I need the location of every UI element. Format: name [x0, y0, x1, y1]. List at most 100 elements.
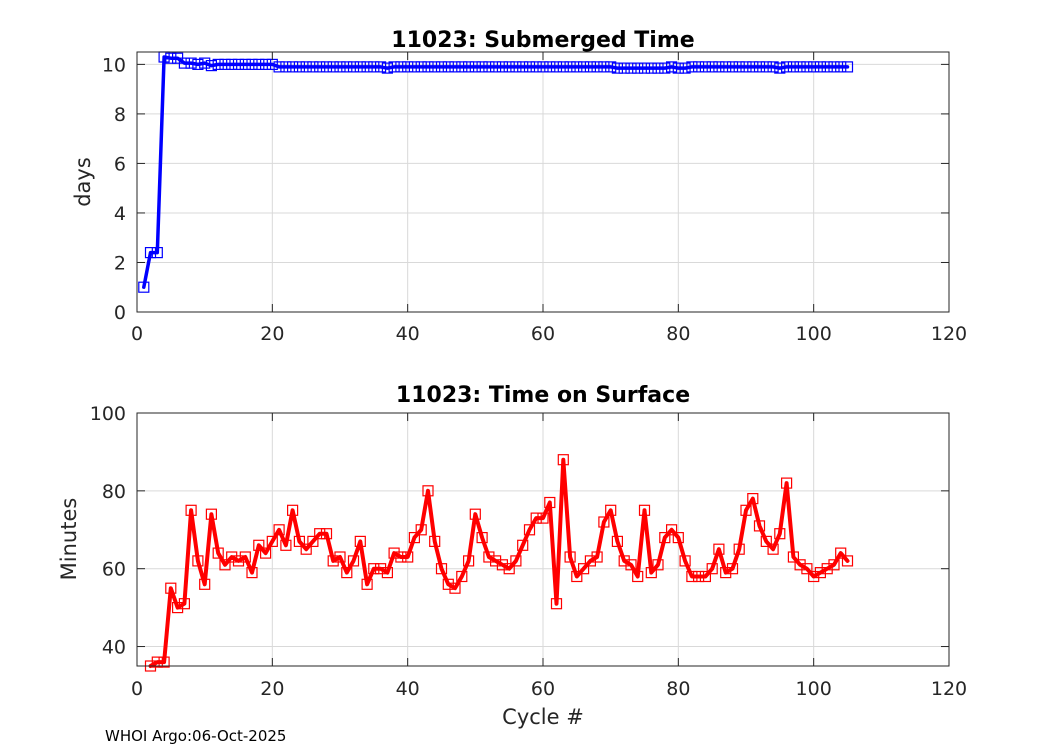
data-point [388, 61, 400, 73]
data-point [327, 555, 339, 567]
data-point [246, 566, 258, 579]
data-point [232, 555, 245, 567]
data-point [381, 566, 393, 579]
data-point [293, 61, 305, 73]
data-point [523, 524, 536, 536]
x-tick-label: 0 [131, 678, 143, 700]
data-point [517, 61, 529, 73]
data-point [706, 563, 718, 575]
data-point [686, 61, 698, 73]
data-point [733, 61, 745, 73]
data-point [212, 58, 224, 71]
data-point [232, 58, 245, 71]
data-point [787, 61, 800, 73]
x-tick-label: 100 [796, 323, 832, 345]
y-tick-label: 60 [102, 559, 126, 581]
data-point [598, 516, 610, 528]
data-point [584, 555, 597, 567]
data-point [605, 61, 617, 73]
data-point [550, 598, 563, 610]
y-axis-label: days [71, 157, 95, 207]
data-point [638, 62, 651, 74]
data-point [449, 582, 461, 594]
data-point [476, 531, 488, 544]
data-point [794, 559, 806, 571]
data-point [821, 61, 833, 73]
data-point [368, 61, 380, 73]
data-point [219, 559, 231, 571]
x-tick-label: 20 [260, 678, 284, 700]
data-point [199, 57, 211, 69]
data-point [605, 504, 617, 516]
data-point [205, 59, 217, 72]
data-point [706, 61, 718, 73]
data-point [320, 61, 333, 73]
data-point [449, 61, 461, 73]
data-point [814, 61, 827, 73]
data-point [537, 512, 549, 524]
data-point [361, 578, 373, 590]
data-point [368, 563, 380, 575]
data-point [780, 477, 793, 489]
data-point [611, 535, 624, 548]
x-tick-label: 40 [396, 678, 420, 700]
data-point [172, 601, 184, 614]
data-point [205, 508, 217, 520]
data-point [747, 61, 759, 73]
data-point [841, 61, 854, 73]
data-point [713, 61, 725, 73]
data-point [828, 559, 840, 571]
data-point [314, 61, 326, 73]
data-point [753, 61, 766, 73]
data-point [226, 58, 238, 71]
data-point [347, 61, 360, 73]
data-point [564, 551, 576, 563]
data-point [787, 551, 800, 563]
y-axis-label: Minutes [57, 498, 81, 581]
data-point [591, 551, 603, 563]
data-point [456, 61, 468, 73]
data-point [185, 57, 197, 69]
time-on-surface-chart: 0 20 40 60 80 100 120 40 60 80 100 11023: Time on S… [57, 383, 967, 729]
y-tick-label: 8 [114, 104, 126, 126]
data-point [699, 61, 712, 73]
data-point [510, 61, 522, 73]
data-point [726, 563, 739, 575]
y-tick-label: 10 [102, 54, 126, 76]
data-point [354, 61, 366, 73]
x-tick-label: 60 [531, 323, 555, 345]
y-tick-label: 80 [102, 481, 126, 503]
data-point [625, 559, 637, 571]
data-point [577, 61, 590, 73]
data-point [835, 61, 847, 73]
data-point [469, 61, 481, 73]
data-point [483, 551, 495, 563]
data-point [442, 61, 454, 73]
data-point [165, 582, 177, 594]
data-point [402, 61, 414, 73]
data-point [490, 555, 502, 567]
data-point [402, 551, 414, 563]
data-point [598, 61, 610, 73]
data-point [808, 570, 820, 583]
x-tick-label: 80 [666, 678, 690, 700]
x-tick-label: 60 [531, 678, 555, 700]
y-tick-label: 40 [102, 637, 126, 659]
data-point [618, 62, 630, 74]
data-point [767, 61, 779, 73]
data-point [395, 551, 407, 563]
data-point [544, 496, 556, 509]
data-point [503, 563, 515, 575]
data-point [665, 61, 678, 73]
data-point [435, 563, 448, 575]
data-point [625, 62, 637, 74]
data-point [733, 543, 745, 555]
data-point [530, 512, 542, 524]
data-point [490, 61, 502, 73]
y-tick-label: 0 [114, 302, 126, 324]
data-point [503, 61, 515, 73]
data-point [760, 535, 772, 548]
data-point [591, 61, 603, 73]
data-point [645, 62, 657, 74]
y-tick-label: 6 [114, 153, 126, 175]
